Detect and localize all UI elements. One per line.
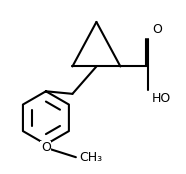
Text: O: O: [41, 141, 51, 154]
Text: HO: HO: [152, 92, 171, 105]
Text: O: O: [152, 23, 162, 37]
Text: CH₃: CH₃: [79, 151, 102, 164]
